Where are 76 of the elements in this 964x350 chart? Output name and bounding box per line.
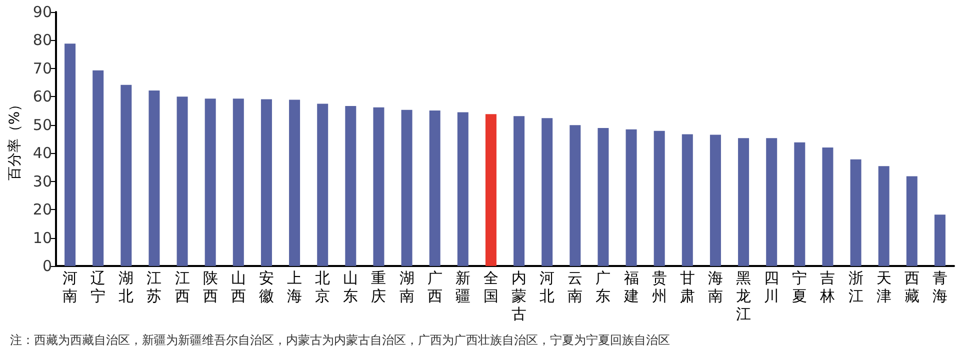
y-axis-title: 百分率（%） <box>7 97 23 181</box>
x-tick-label: 四川 <box>764 269 780 305</box>
bar <box>204 98 216 266</box>
x-tick-label: 湖南 <box>399 269 414 305</box>
y-tick-label: 30 <box>32 172 52 190</box>
x-tick-label: 黑龙江 <box>736 269 752 323</box>
y-tick-label: 20 <box>32 200 52 219</box>
x-tick-label: 甘肃 <box>680 269 695 305</box>
x-tick-label: 宁夏 <box>792 269 808 305</box>
y-tick-label: 10 <box>32 228 52 247</box>
bar <box>626 129 637 266</box>
x-tick-label: 新疆 <box>455 269 470 305</box>
x-tick-label: 山东 <box>343 269 358 305</box>
y-tick-label: 80 <box>32 31 52 50</box>
bar <box>794 142 806 266</box>
x-tick-label: 天津 <box>876 269 892 305</box>
x-tick-label: 全国 <box>483 269 498 305</box>
x-tick-label: 西藏 <box>904 269 920 305</box>
bar <box>401 110 412 266</box>
bar <box>429 110 440 266</box>
bar <box>317 104 328 266</box>
bar <box>373 107 384 266</box>
x-tick-label: 福建 <box>622 269 639 305</box>
bar <box>514 116 525 266</box>
x-tick-label: 辽宁 <box>90 269 106 305</box>
bar <box>457 112 468 266</box>
bar <box>232 98 244 266</box>
bar <box>289 100 300 266</box>
x-tick-label: 广西 <box>427 269 442 305</box>
bar <box>738 138 750 266</box>
y-tick-label: 40 <box>32 144 52 162</box>
y-tick-label: 50 <box>32 116 52 134</box>
bar <box>906 176 918 266</box>
bar <box>260 99 272 266</box>
x-tick-label: 浙江 <box>848 269 864 305</box>
y-tick-label: 0 <box>42 257 52 275</box>
x-tick-label: 山西 <box>230 269 246 305</box>
bar <box>850 159 862 266</box>
x-tick-label: 贵州 <box>652 269 667 305</box>
bar <box>92 70 104 266</box>
text: 注：西藏为西藏自治区，新疆为新疆维吾尔自治区，内蒙古为内蒙古自治区，广西为广西壮族自治区，宁夏为宁夏回族自治区 <box>10 333 670 347</box>
x-tick-label: 安徽 <box>258 269 274 305</box>
bar <box>345 106 356 266</box>
bar <box>682 134 693 266</box>
y-tick-label: 60 <box>32 88 52 106</box>
x-tick-label: 河南 <box>62 269 78 305</box>
x-tick-label: 河北 <box>540 269 555 305</box>
x-tick-label: 北京 <box>315 269 330 305</box>
y-tick-label: 70 <box>32 59 52 78</box>
x-tick-label: 内蒙古 <box>512 269 527 323</box>
bar <box>934 214 946 266</box>
bar <box>542 118 553 266</box>
x-tick-label: 青海 <box>932 269 948 305</box>
x-tick-label: 江苏 <box>146 269 162 305</box>
bar <box>120 84 132 266</box>
bar <box>710 134 721 266</box>
x-tick-label: 重庆 <box>371 269 386 305</box>
bar <box>766 138 778 266</box>
x-tick-label: 海南 <box>708 269 723 305</box>
y-tick-label: 90 <box>32 3 52 21</box>
x-tick-label: 广东 <box>596 269 611 305</box>
x-tick-label: 江西 <box>174 269 190 305</box>
x-tick-label: 上海 <box>287 269 302 305</box>
bar <box>64 44 76 266</box>
bar <box>176 96 188 266</box>
x-tick-label: 吉林 <box>819 269 836 305</box>
x-tick-label: 湖北 <box>118 269 134 305</box>
bar <box>598 128 609 266</box>
bar <box>485 114 496 266</box>
bar <box>822 147 834 266</box>
bar <box>654 130 665 266</box>
bar <box>570 125 581 266</box>
bar <box>878 166 890 266</box>
x-tick-label: 陕西 <box>202 269 218 305</box>
bar <box>148 90 160 266</box>
x-tick-label: 云南 <box>568 269 583 305</box>
